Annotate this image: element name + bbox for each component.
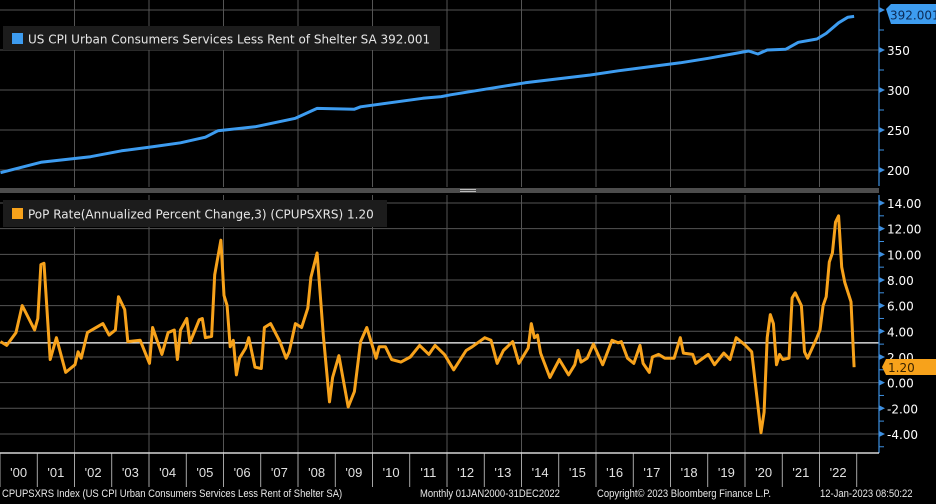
lower-panel-gridlines	[0, 195, 879, 453]
svg-text:PoP Rate(Annualized Percent Ch: PoP Rate(Annualized Percent Change,3) (C…	[28, 208, 374, 222]
upper-y-axis-labels: 350 300 250 200	[879, 7, 910, 178]
upper-axis-tick-icon	[879, 47, 885, 53]
upper-legend: US CPI Urban Consumers Services Less Ren…	[3, 26, 440, 50]
upper-legend-swatch	[12, 33, 23, 44]
footer-index-description: CPUPSXRS Index (US CPI Urban Consumers S…	[2, 488, 343, 500]
panel-divider[interactable]	[0, 188, 879, 193]
upper-legend-label: US CPI Urban Consumers Services Less Ren…	[28, 33, 377, 47]
x-axis-year-label: '02	[85, 465, 102, 480]
pop-rate-line	[0, 214, 856, 435]
lower-axis-label: 12.00	[887, 223, 921, 237]
upper-last-value-badge: 392.001	[886, 4, 936, 24]
x-axis-year-label: '00	[10, 465, 27, 480]
x-axis-year-label: '22	[830, 465, 847, 480]
lower-legend-label: PoP Rate(Annualized Percent Change,3) (C…	[28, 208, 343, 222]
lower-axis-label: -4.00	[887, 428, 918, 442]
x-axis-year-label: '16	[606, 465, 623, 480]
x-axis-year-label: '01	[47, 465, 64, 480]
footer-copyright: Copyright© 2023 Bloomberg Finance L.P.	[597, 488, 772, 500]
lower-axis-tick-icon	[879, 225, 885, 232]
x-axis-year-label: '10	[383, 465, 400, 480]
upper-last-value: 392.001	[890, 9, 936, 23]
lower-axis-tick-icon	[879, 328, 885, 335]
lower-last-value-badge: 1.20	[882, 359, 936, 375]
lower-last-value: 1.20	[888, 361, 915, 375]
upper-axis-label: 300	[887, 84, 910, 98]
lower-axis-tick-icon	[879, 379, 885, 386]
lower-axis-tick-icon	[879, 200, 885, 206]
x-axis-year-label: '06	[234, 465, 251, 480]
upper-axis-tick-icon	[879, 127, 885, 133]
x-axis-year-label: '15	[569, 465, 586, 480]
x-axis-year-label: '12	[457, 465, 474, 480]
x-axis-year-label: '08	[308, 465, 325, 480]
lower-axis-tick-icon	[879, 276, 885, 283]
lower-axis-label: 8.00	[887, 274, 914, 288]
x-axis-year-label: '07	[271, 465, 288, 480]
footer-timestamp: 12-Jan-2023 08:50:22	[820, 488, 913, 500]
x-axis-year-label: '14	[532, 465, 549, 480]
lower-axis-tick-icon	[879, 353, 885, 360]
upper-legend-value: 392.001	[380, 33, 430, 47]
lower-axis-label: 10.00	[887, 248, 921, 262]
footer-period: Monthly 01JAN2000-31DEC2022	[420, 488, 560, 500]
x-axis-year-label: '11	[420, 465, 436, 480]
divider-grip-icon[interactable]	[460, 189, 476, 192]
x-axis-year-label: '19	[718, 465, 735, 480]
x-axis-year-label: '04	[159, 465, 176, 480]
svg-text:US CPI Urban Consumers Service: US CPI Urban Consumers Services Less Ren…	[28, 33, 430, 47]
lower-series-line	[0, 214, 856, 435]
upper-axis-tick-icon	[879, 167, 885, 173]
upper-axis-label: 350	[887, 44, 910, 58]
x-axis-year-label: '05	[196, 465, 213, 480]
x-axis-year-label: '21	[792, 465, 809, 480]
x-axis-year-label: '03	[122, 465, 139, 480]
x-axis-year-label: '17	[643, 465, 660, 480]
lower-axis-label: -2.00	[887, 402, 918, 416]
upper-axis-tick-icon	[879, 7, 885, 13]
lower-axis-tick-icon	[879, 430, 885, 437]
x-axis-year-label: '09	[345, 465, 362, 480]
lower-axis-label: 4.00	[887, 325, 914, 339]
lower-axis-tick-icon	[879, 302, 885, 309]
x-axis-year-label: '20	[755, 465, 772, 480]
x-axis-year-label: '18	[681, 465, 698, 480]
upper-axis-label: 250	[887, 124, 910, 138]
upper-axis-tick-icon	[879, 87, 885, 93]
lower-axis-label: 6.00	[887, 300, 914, 314]
lower-legend-swatch	[12, 208, 23, 219]
lower-axis-tick-icon	[879, 251, 885, 258]
x-axis-year-label: '13	[494, 465, 511, 480]
upper-series-line	[0, 14, 855, 175]
lower-axis-label: 14.00	[887, 197, 921, 211]
lower-legend-value: 1.20	[347, 208, 374, 222]
lower-legend: PoP Rate(Annualized Percent Change,3) (C…	[3, 200, 387, 227]
lower-axis-label: 0.00	[887, 377, 914, 391]
x-axis-year-labels: '00 '01 '02 '03 '04 '05 '06 '07 '08 '09 '10 '11 '12 '…	[0, 453, 858, 487]
lower-axis-tick-icon	[879, 405, 885, 412]
upper-axis-label: 200	[887, 164, 910, 178]
